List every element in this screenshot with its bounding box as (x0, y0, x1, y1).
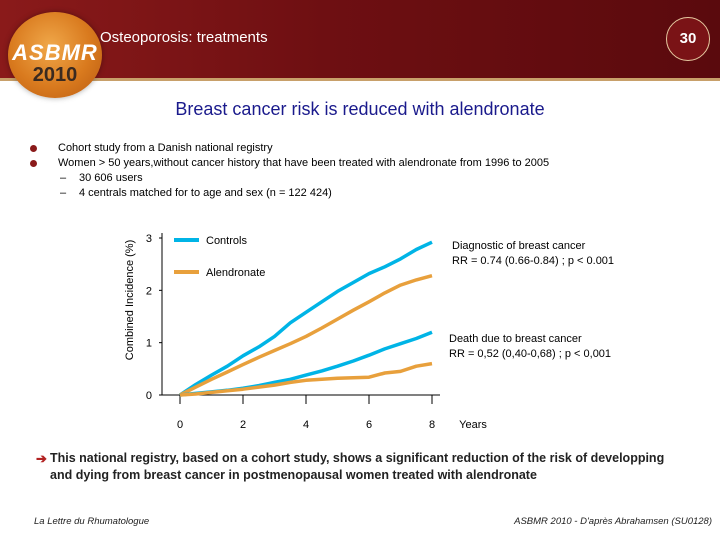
legend-label: Alendronate (206, 267, 265, 279)
bullet-icon (30, 145, 37, 152)
slide-number-badge: 30 (666, 17, 710, 61)
bullet-text: Women > 50 years,without cancer history … (58, 157, 550, 169)
header-title: Osteoporosis: treatments (100, 29, 268, 46)
conclusion-text: This national registry, based on a cohor… (50, 451, 665, 482)
y-tick-label: 2 (146, 285, 152, 297)
x-tick-label: 0 (177, 419, 183, 431)
asbmr-logo: ASBMR 2010 (8, 12, 102, 98)
x-tick-label: 2 (240, 419, 246, 431)
y-tick-label: 3 (146, 233, 152, 245)
dash-icon: – (60, 187, 67, 199)
x-tick-label: 8 (429, 419, 435, 431)
sub-bullet-text: 30 606 users (79, 172, 143, 184)
logo-text: ASBMR (12, 40, 98, 65)
y-tick-label: 0 (146, 390, 152, 402)
sub-bullet-text: 4 centrals matched for to age and sex (n… (79, 187, 332, 199)
footer-reference: ASBMR 2010 - D'après Abrahamsen (SU0128) (514, 516, 712, 527)
annotation-stat: RR = 0.74 (0.66-0.84) ; p < 0.001 (452, 255, 614, 267)
x-axis-title: Years (459, 419, 487, 431)
x-tick-label: 6 (366, 419, 372, 431)
logo-year: 2010 (32, 64, 78, 86)
legend-label: Controls (206, 235, 247, 247)
annotation-title: Death due to breast cancer (449, 333, 582, 345)
x-tick-label: 4 (303, 419, 309, 431)
series-line (179, 274, 433, 397)
series-line (179, 361, 433, 397)
bullet-text: Cohort study from a Danish national regi… (58, 142, 273, 154)
footer-source: La Lettre du Rhumatologue (34, 516, 150, 527)
dash-icon: – (60, 172, 67, 184)
series-line (179, 240, 433, 397)
annotation-stat: RR = 0,52 (0,40-0,68) ; p < 0,001 (449, 348, 611, 360)
bullet-icon (30, 160, 37, 167)
series-line (179, 330, 433, 397)
slide-title: Breast cancer risk is reduced with alend… (175, 99, 545, 119)
arrow-right-icon: ➔ (36, 451, 47, 466)
annotation-title: Diagnostic of breast cancer (452, 240, 586, 252)
header-bar (0, 0, 720, 81)
y-tick-label: 1 (146, 338, 152, 350)
y-axis-title: Combined Incidence (%) (124, 240, 136, 360)
